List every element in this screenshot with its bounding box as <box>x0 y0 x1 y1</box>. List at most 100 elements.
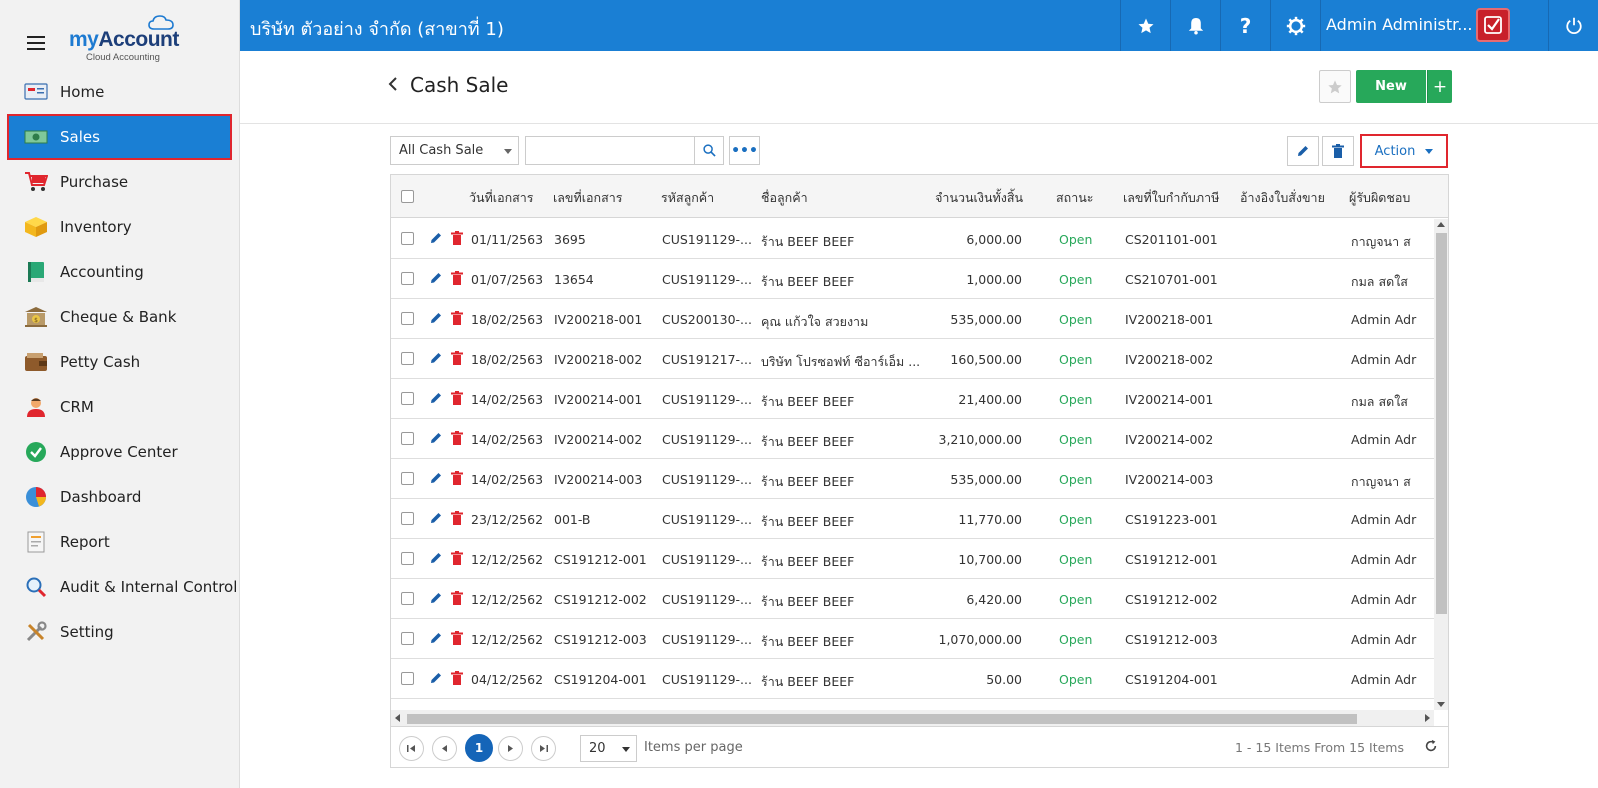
edit-pencil-icon[interactable] <box>429 351 443 365</box>
row-checkbox[interactable] <box>401 312 414 325</box>
delete-trash-icon[interactable] <box>451 311 463 325</box>
settings-gear-icon[interactable] <box>1270 0 1320 51</box>
notification-bell-icon[interactable] <box>1170 0 1220 51</box>
delete-trash-icon[interactable] <box>451 431 463 445</box>
horizontal-scroll-thumb[interactable] <box>407 714 1357 724</box>
search-button[interactable] <box>695 136 724 165</box>
table-row[interactable]: 14/02/2563 IV200214-001 CUS191129-... ร้าน … <box>391 379 1434 419</box>
current-page-button[interactable]: 1 <box>465 734 493 762</box>
table-row[interactable]: 01/07/2563 13654 CUS191129-... ร้าน BEEF BE… <box>391 259 1434 299</box>
row-checkbox[interactable] <box>401 632 414 645</box>
sidebar-item-setting[interactable]: Setting <box>0 609 240 654</box>
sidebar-item-report[interactable]: Report <box>0 519 240 564</box>
delete-trash-icon[interactable] <box>451 471 463 485</box>
sidebar-item-crm[interactable]: CRM <box>0 384 240 429</box>
table-row[interactable]: 01/11/2563 3695 CUS191129-... ร้าน BEEF BEE… <box>391 219 1434 259</box>
row-checkbox[interactable] <box>401 552 414 565</box>
row-checkbox[interactable] <box>401 352 414 365</box>
refresh-icon[interactable] <box>1424 739 1440 755</box>
column-header[interactable]: ชื่อลูกค้า <box>761 190 808 205</box>
column-header[interactable]: วันที่เอกสาร <box>469 190 534 205</box>
delete-trash-icon[interactable] <box>451 511 463 525</box>
user-menu[interactable]: Admin Administr... <box>1320 0 1564 51</box>
column-header[interactable]: จำนวนเงินทั้งสิ้น <box>935 190 1023 205</box>
help-question-icon[interactable]: ? <box>1220 0 1270 51</box>
row-checkbox[interactable] <box>401 272 414 285</box>
favorite-page-button[interactable] <box>1319 70 1351 103</box>
column-header[interactable]: อ้างอิงใบสั่งขาย <box>1240 190 1325 205</box>
column-header[interactable]: เลขที่ใบกำกับภาษี <box>1123 190 1220 205</box>
row-checkbox[interactable] <box>401 672 414 685</box>
scroll-up-arrow-icon[interactable] <box>1437 222 1445 227</box>
vertical-scroll-thumb[interactable] <box>1436 233 1447 614</box>
new-button[interactable]: New <box>1356 70 1426 103</box>
table-row[interactable]: 12/12/2562 CS191212-001 CUS191129-... ร้าน … <box>391 539 1434 579</box>
delete-trash-icon[interactable] <box>451 391 463 405</box>
column-header[interactable]: ผู้รับผิดชอบ <box>1349 190 1411 205</box>
edit-pencil-icon[interactable] <box>429 471 443 485</box>
delete-trash-icon[interactable] <box>451 231 463 245</box>
next-page-button[interactable] <box>498 736 523 761</box>
app-logo[interactable]: myAccount Cloud Accounting <box>68 14 188 64</box>
table-row[interactable]: 12/12/2562 CS191212-002 CUS191129-... ร้าน … <box>391 579 1434 619</box>
sidebar-item-audit-internal-control[interactable]: Audit & Internal Control <box>0 564 240 609</box>
row-checkbox[interactable] <box>401 512 414 525</box>
sidebar-item-approve-center[interactable]: Approve Center <box>0 429 240 474</box>
filter-select[interactable]: All Cash Sale <box>390 136 519 165</box>
company-name[interactable]: บริษัท ตัวอย่าง จำกัด (สาขาที่ 1) <box>250 19 504 40</box>
sidebar-item-purchase[interactable]: Purchase <box>0 159 240 204</box>
edit-pencil-icon[interactable] <box>429 431 443 445</box>
delete-trash-icon[interactable] <box>451 351 463 365</box>
first-page-button[interactable] <box>399 736 424 761</box>
edit-pencil-icon[interactable] <box>429 671 443 685</box>
edit-pencil-icon[interactable] <box>429 231 443 245</box>
bulk-edit-button[interactable] <box>1287 136 1319 166</box>
table-row[interactable]: 14/02/2563 IV200214-003 CUS191129-... ร้าน … <box>391 459 1434 499</box>
more-options-button[interactable]: ••• <box>729 136 760 165</box>
new-dropdown-plus-button[interactable]: + <box>1427 70 1452 103</box>
power-logout-icon[interactable] <box>1548 0 1598 51</box>
column-header[interactable]: เลขที่เอกสาร <box>553 190 623 205</box>
horizontal-scrollbar[interactable] <box>391 710 1434 726</box>
table-row[interactable]: 18/02/2563 IV200218-002 CUS191217-... บริษั… <box>391 339 1434 379</box>
row-checkbox[interactable] <box>401 232 414 245</box>
row-checkbox[interactable] <box>401 592 414 605</box>
scroll-right-arrow-icon[interactable] <box>1425 714 1430 722</box>
select-all-checkbox[interactable] <box>401 190 414 203</box>
delete-trash-icon[interactable] <box>451 271 463 285</box>
sidebar-item-home[interactable]: Home <box>0 69 240 114</box>
edit-pencil-icon[interactable] <box>429 631 443 645</box>
sidebar-item-inventory[interactable]: Inventory <box>0 204 240 249</box>
edit-pencil-icon[interactable] <box>429 391 443 405</box>
avatar[interactable] <box>1476 8 1510 42</box>
table-row[interactable]: 23/12/2562 001-B CUS191129-... ร้าน BEEF BE… <box>391 499 1434 539</box>
delete-trash-icon[interactable] <box>451 551 463 565</box>
edit-pencil-icon[interactable] <box>429 311 443 325</box>
scroll-down-arrow-icon[interactable] <box>1437 702 1445 707</box>
column-header[interactable]: รหัสลูกค้า <box>661 190 715 205</box>
last-page-button[interactable] <box>531 736 556 761</box>
delete-trash-icon[interactable] <box>451 631 463 645</box>
row-checkbox[interactable] <box>401 392 414 405</box>
items-per-page-select[interactable]: 20 <box>580 735 637 762</box>
sidebar-item-sales[interactable]: Sales <box>7 114 232 160</box>
edit-pencil-icon[interactable] <box>429 551 443 565</box>
bulk-delete-button[interactable] <box>1322 136 1354 166</box>
prev-page-button[interactable] <box>432 736 457 761</box>
sidebar-item-cheque-bank[interactable]: $ Cheque & Bank <box>0 294 240 339</box>
table-row[interactable]: 18/02/2563 IV200218-001 CUS200130-... คุณ แ… <box>391 299 1434 339</box>
scroll-left-arrow-icon[interactable] <box>395 714 400 722</box>
search-input[interactable] <box>525 136 695 165</box>
table-row[interactable]: 04/12/2562 CS191204-001 CUS191129-... ร้าน … <box>391 659 1434 699</box>
sidebar-item-accounting[interactable]: Accounting <box>0 249 240 294</box>
action-dropdown-button[interactable]: Action <box>1360 134 1448 168</box>
vertical-scrollbar[interactable] <box>1434 219 1448 710</box>
delete-trash-icon[interactable] <box>451 591 463 605</box>
column-header[interactable]: สถานะ <box>1056 190 1094 205</box>
edit-pencil-icon[interactable] <box>429 271 443 285</box>
row-checkbox[interactable] <box>401 432 414 445</box>
table-row[interactable]: 14/02/2563 IV200214-002 CUS191129-... ร้าน … <box>391 419 1434 459</box>
sidebar-item-petty-cash[interactable]: Petty Cash <box>0 339 240 384</box>
favorite-star-icon[interactable] <box>1120 0 1170 51</box>
row-checkbox[interactable] <box>401 472 414 485</box>
